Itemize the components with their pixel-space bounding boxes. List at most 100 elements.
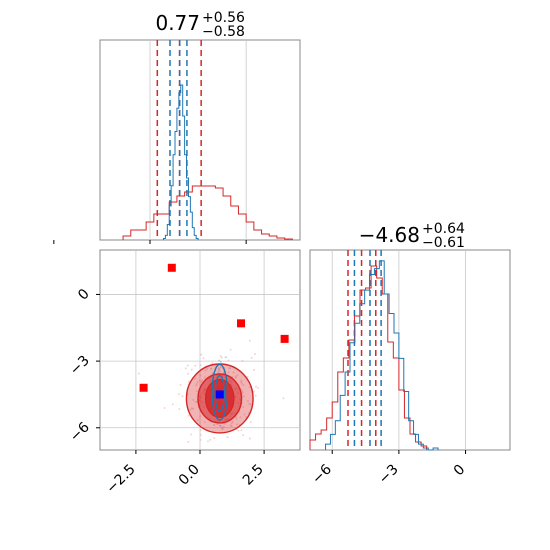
- scatter-sample-red: [249, 421, 252, 424]
- scatter-sample-red: [204, 376, 207, 379]
- scatter-sample-red: [213, 437, 216, 440]
- scatter-xticks: −2.5 0.0 2.5: [103, 450, 267, 497]
- scatter-sample-red: [184, 367, 187, 370]
- scatter-sample-blue: [221, 426, 224, 429]
- scatter-sample-red: [230, 422, 233, 425]
- right-hist-xtick-label: −3: [376, 462, 402, 488]
- scatter-sample-red: [282, 397, 285, 400]
- scatter-sample-red: [218, 370, 221, 373]
- scatter-sample-red: [252, 390, 255, 393]
- scatter-sample-red: [240, 429, 243, 432]
- right-hist-xtick-label: −6: [309, 461, 335, 487]
- scatter-blue-contours: [211, 363, 229, 421]
- scatter-sample-red: [190, 368, 193, 371]
- scatter-sample-red: [190, 407, 193, 410]
- scatter-sample-red: [199, 428, 202, 431]
- scatter-sample-red: [192, 407, 195, 410]
- scatter-sample-red: [195, 390, 198, 393]
- scatter-sample-red: [178, 408, 181, 411]
- scatter-marker: [280, 334, 289, 343]
- scatter-sample-red: [239, 416, 242, 419]
- scatter-sample-red: [194, 377, 197, 380]
- scatter-sample-red: [236, 374, 239, 377]
- scatter-sample-red: [171, 403, 174, 406]
- scatter-sample-red: [194, 364, 197, 367]
- scatter-sample-red: [229, 424, 232, 427]
- scatter-sample-red: [211, 362, 214, 365]
- scatter-sample-red: [241, 389, 244, 392]
- scatter-sample-red: [234, 376, 237, 379]
- scatter-sample-red: [249, 403, 252, 406]
- scatter-ytick-label: 0: [75, 286, 93, 304]
- scatter-sample-blue: [211, 372, 214, 375]
- scatter-sample-red: [219, 355, 222, 358]
- scatter-sample-red: [206, 367, 209, 370]
- scatter-sample-red: [242, 405, 245, 408]
- scatter-sample-red: [248, 402, 251, 405]
- right-hist-title-minus: −0.61: [422, 235, 465, 251]
- right-hist-red-series: [309, 265, 428, 450]
- scatter-sample-red: [226, 436, 229, 439]
- scatter-sample-red: [242, 384, 245, 387]
- scatter-sample-red: [190, 433, 193, 436]
- scatter-sample-red: [209, 438, 212, 441]
- scatter-marker: [167, 263, 176, 272]
- scatter-sample-blue: [228, 367, 231, 370]
- scatter-sample-blue: [219, 366, 222, 369]
- right-histogram-panel: −6 −3 0 −4.68 +0.64 −0.61: [309, 221, 511, 488]
- top-hist-xticks: [53, 240, 247, 244]
- scatter-sample-red: [204, 369, 207, 372]
- scatter-xtick-label: 0.0: [176, 462, 203, 489]
- top-hist-red-series: [122, 185, 293, 240]
- scatter-yticks: 0 −3 −6: [67, 286, 100, 445]
- top-hist-grid: [149, 40, 247, 240]
- scatter-sample-red: [250, 356, 253, 359]
- scatter-sample-red: [231, 420, 234, 423]
- scatter-sample-red: [195, 382, 198, 385]
- scatter-sample-red: [199, 415, 202, 418]
- right-hist-xtick-label: 0: [451, 462, 469, 480]
- scatter-sample-red: [252, 368, 255, 371]
- scatter-sample-red: [248, 437, 251, 440]
- scatter-sample-red: [186, 364, 189, 367]
- scatter-sample-red: [201, 378, 204, 381]
- scatter-blue-contour: [214, 374, 226, 412]
- scatter-sample-blue: [218, 359, 221, 362]
- scatter-sample-red: [255, 385, 258, 388]
- scatter-sample-red: [202, 357, 205, 360]
- scatter-sample-red: [243, 395, 246, 398]
- scatter-truth-marker: [215, 390, 224, 399]
- top-histogram-panel: 0.77 +0.56 −0.58: [53, 10, 301, 244]
- scatter-sample-red: [227, 371, 230, 374]
- scatter-sample-red: [199, 433, 202, 436]
- scatter-sample-red: [196, 380, 199, 383]
- scatter-sample-red: [241, 391, 244, 394]
- scatter-sample-red: [179, 383, 182, 386]
- scatter-sample-red: [220, 356, 223, 359]
- scatter-sample-red: [192, 398, 195, 401]
- scatter-sample-red: [186, 372, 189, 375]
- scatter-sample-red: [242, 434, 245, 437]
- scatter-sample-red: [216, 423, 219, 426]
- right-hist-title: −4.68: [359, 223, 420, 247]
- scatter-sample-red: [237, 429, 240, 432]
- scatter-sample-red: [229, 348, 232, 351]
- top-hist-title: 0.77: [155, 11, 200, 35]
- scatter-sample-red: [198, 379, 201, 382]
- scatter-sample-red: [199, 374, 202, 377]
- scatter-sample-blue: [219, 425, 222, 428]
- scatter-sample-red: [187, 441, 190, 444]
- scatter-sample-red: [240, 379, 243, 382]
- scatter-sample-blue: [224, 356, 227, 359]
- scatter-sample-blue: [218, 368, 221, 371]
- scatter-marker: [237, 319, 246, 328]
- scatter-sample-red: [240, 382, 243, 385]
- scatter-sample-red: [189, 408, 192, 411]
- scatter-sample-red: [254, 394, 257, 397]
- scatter-sample-red: [187, 414, 190, 417]
- scatter-sample-red: [195, 384, 198, 387]
- scatter-sample-red: [217, 370, 220, 373]
- scatter-sample-red: [240, 381, 243, 384]
- scatter-sample-red: [234, 375, 237, 378]
- scatter-sample-red: [243, 413, 246, 416]
